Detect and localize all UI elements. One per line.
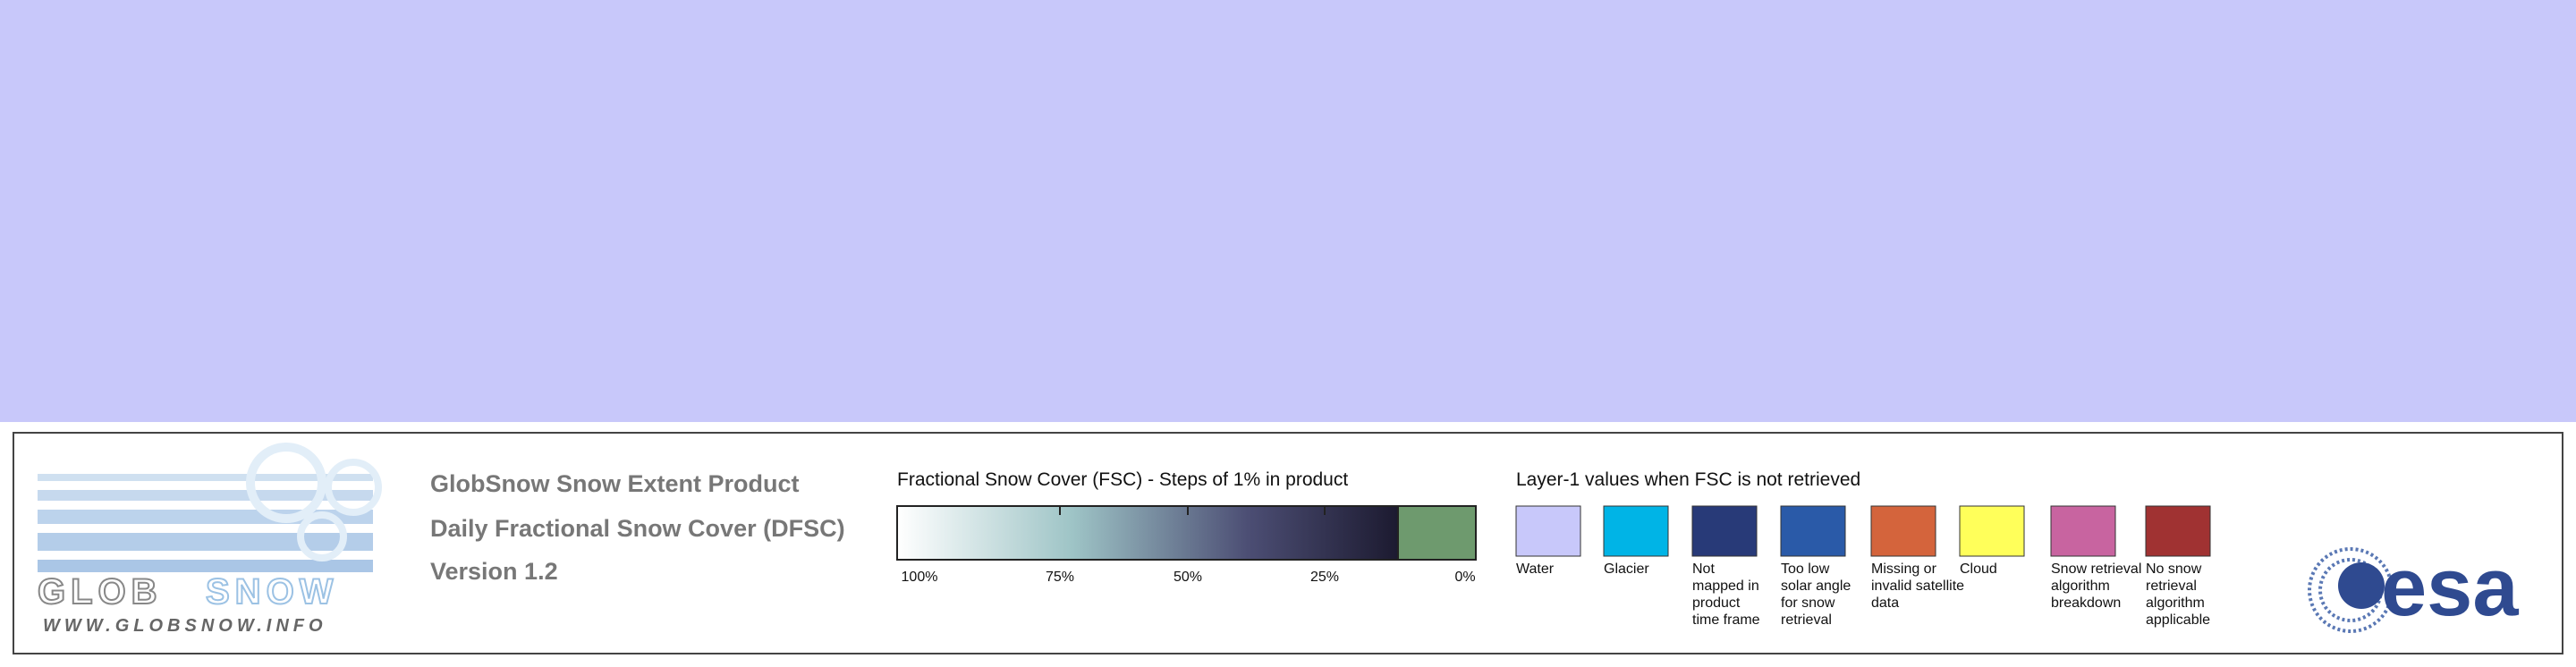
layer1-label: Missing or [1871, 561, 1937, 577]
fsc-tick-label: 75% [1046, 570, 1074, 585]
esa-logo: esa [2308, 542, 2519, 633]
layer1-swatch [1691, 505, 1758, 557]
product-line: Version 1.2 [430, 558, 558, 585]
layer1-label: data [1871, 595, 1899, 611]
product-line: GlobSnow Snow Extent Product [430, 470, 800, 497]
fsc-tick-label: 50% [1174, 570, 1202, 585]
layer1-label: time frame [1692, 612, 1760, 628]
map-background [0, 0, 2576, 422]
layer1-label: algorithm [2146, 595, 2205, 611]
layer1-label: Cloud [1960, 561, 1997, 577]
layer1-swatch [1959, 505, 2025, 557]
layer1-label: Glacier [1604, 561, 1649, 577]
legend-frame [13, 432, 2563, 654]
fsc-tick-label: 25% [1310, 570, 1339, 585]
layer1-swatch [1515, 505, 1581, 557]
logo-name: GLOB [38, 572, 163, 612]
layer1-label: retrieval [2146, 578, 2197, 594]
layer1-label: retrieval [1781, 612, 1832, 628]
globsnow-logo: GLOB SNOW WWW.GLOBSNOW.INFO [37, 443, 382, 636]
layer1-swatch [2050, 505, 2116, 557]
layer1-swatch [1870, 505, 1936, 557]
layer1-label: Not [1692, 561, 1715, 577]
layer1-label: applicable [2146, 612, 2210, 628]
logo-name: SNOW [206, 572, 338, 612]
product-line: Daily Fractional Snow Cover (DFSC) [430, 515, 845, 542]
layer1-title: Layer-1 values when FSC is not retrieved [1516, 469, 1860, 490]
layer1-label: breakdown [2051, 595, 2121, 611]
layer1-swatch [2145, 505, 2211, 557]
layer1-label: solar angle [1781, 578, 1851, 594]
layer1-label: invalid satellite [1871, 578, 1964, 594]
layer1-label: mapped in [1692, 578, 1759, 594]
layer1-label: No snow [2146, 561, 2202, 577]
layer1-label: product [1692, 595, 1741, 611]
layer1-label: Too low [1781, 561, 1830, 577]
layer1-swatch [1780, 505, 1846, 557]
fsc-tick-label: 100% [902, 570, 938, 585]
esa-text: esa [2381, 542, 2519, 633]
layer1-label: Snow retrieval [2051, 561, 2141, 577]
layer1-label: algorithm [2051, 578, 2110, 594]
fsc-no-snow [1397, 505, 1477, 561]
layer1-swatch [1603, 505, 1669, 557]
fsc-gradient [896, 505, 1399, 561]
logo-url: WWW.GLOBSNOW.INFO [43, 616, 327, 636]
fsc-tick-label: 0% [1454, 570, 1475, 585]
fsc-title: Fractional Snow Cover (FSC) - Steps of 1… [897, 469, 1348, 490]
layer1-label: Water [1516, 561, 1555, 577]
layer1-label: for snow [1781, 595, 1835, 611]
